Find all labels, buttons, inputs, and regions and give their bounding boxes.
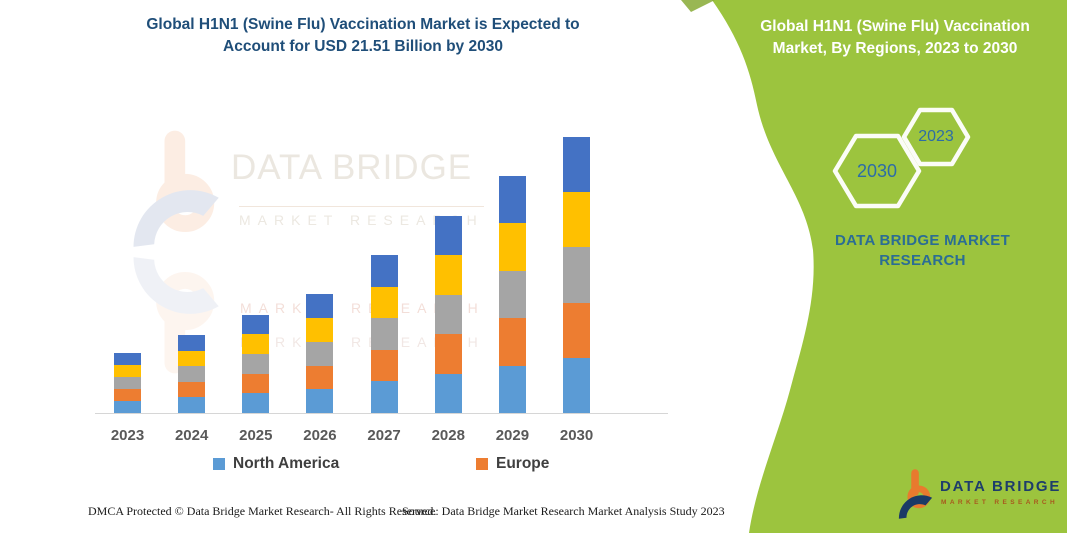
bar-segment-north-america: [306, 389, 334, 413]
bar-segment-north-america: [242, 393, 270, 413]
bar-segment-europe: [434, 334, 462, 374]
side-panel-title: Global H1N1 (Swine Flu) Vaccination Mark…: [760, 18, 1030, 57]
green-corner-sliver: [681, 0, 715, 12]
bar-segment: [370, 255, 398, 287]
legend-label: Europe: [496, 455, 550, 472]
x-axis-label-2029: 2029: [495, 427, 530, 444]
x-axis-labels: 2023 2024 2025 2026 2027 2028 2029 2030: [95, 427, 668, 449]
bar-segment: [306, 294, 334, 318]
bar-chart: [95, 130, 668, 414]
bar-segment-europe: [242, 373, 270, 394]
page-title: Global H1N1 (Swine Flu) Vaccination Mark…: [80, 14, 646, 58]
green-region: [712, 0, 1067, 533]
bar-2025: [242, 314, 270, 413]
bar-segment-europe: [114, 389, 141, 402]
bar-2028: [434, 215, 462, 413]
bar-segment: [434, 294, 462, 335]
bar-2030: [563, 136, 591, 413]
x-axis-label-2027: 2027: [367, 427, 401, 444]
x-axis-label-2026: 2026: [303, 427, 337, 444]
side-panel-brand-line1: DATA BRIDGE MARKET: [834, 232, 1011, 249]
bar-segment-europe: [563, 302, 591, 358]
watermark-logo-icon: [133, 130, 219, 247]
bar-segment: [370, 286, 398, 319]
watermark-reflection-text-1: MARKET RESEARCH: [240, 300, 485, 316]
source-footer-text: Source: Data Bridge Market Research Mark…: [402, 504, 725, 518]
page-title-line1: Global H1N1 (Swine Flu) Vaccination Mark…: [146, 16, 580, 33]
bar-segment: [178, 335, 206, 351]
bar-segment: [434, 255, 462, 295]
bar-2027: [370, 255, 398, 413]
watermark-reflection-text-2: MARKET RESEARCH: [240, 334, 485, 350]
bar-segment: [178, 366, 206, 382]
logo-name-text: DATA BRIDGE: [940, 478, 1062, 495]
page-title-line2: Account for USD 21.51 Billion by 2030: [223, 38, 503, 55]
bar-segment: [114, 377, 141, 390]
hexagon-small-icon: [901, 107, 971, 167]
dmca-footer-text: DMCA Protected © Data Bridge Market Rese…: [88, 504, 437, 518]
side-panel-brand-line2: RESEARCH: [879, 252, 966, 269]
chart-legend: North America Europe: [0, 455, 1067, 477]
bar-segment: [242, 314, 270, 335]
legend-swatch-icon: [476, 458, 488, 470]
bar-segment: [563, 192, 591, 248]
legend-item-europe: Europe: [476, 455, 549, 473]
hexagon-large-year: 2030: [856, 161, 898, 181]
bar-segment: [114, 365, 141, 378]
x-axis-line: [95, 413, 668, 414]
bar-segment-north-america: [434, 373, 462, 413]
bar-segment: [498, 176, 526, 224]
data-bridge-logo-icon: [898, 469, 933, 519]
bar-segment: [178, 350, 206, 367]
bar-segment: [563, 136, 591, 193]
bar-segment: [242, 354, 270, 374]
bar-segment-north-america: [178, 397, 206, 413]
bar-segment-europe: [370, 349, 398, 382]
bar-segment-north-america: [498, 365, 526, 413]
bar-segment-europe: [306, 365, 334, 390]
watermark-subtitle: MARKET RESEARCH: [239, 206, 484, 228]
bar-segment-north-america: [114, 401, 141, 413]
x-axis-label-2024: 2024: [174, 427, 209, 444]
bar-segment: [306, 318, 334, 342]
hexagon-large-icon: [832, 133, 922, 209]
bar-2024: [178, 335, 206, 413]
bar-segment: [498, 223, 526, 271]
bar-segment-europe: [178, 381, 206, 398]
side-panel-brand: DATA BRIDGE MARKET RESEARCH: [790, 231, 1055, 271]
x-axis-label-2023: 2023: [110, 427, 145, 444]
bar-2029: [498, 176, 526, 413]
bar-segment: [434, 215, 462, 256]
legend-item-north-america: North America: [213, 455, 339, 473]
bar-segment-europe: [498, 318, 526, 366]
x-axis-label-2028: 2028: [431, 427, 465, 444]
legend-swatch-icon: [213, 458, 225, 470]
bar-2026: [306, 294, 334, 413]
bar-segment: [114, 353, 141, 366]
hexagon-small-year: 2023: [918, 128, 954, 145]
watermark-logo-reflection: [133, 257, 219, 374]
logo-sub-text: MARKET RESEARCH: [941, 499, 1059, 506]
bar-2023: [114, 353, 141, 413]
x-axis-label-2025: 2025: [239, 427, 273, 444]
bar-segment: [498, 270, 526, 319]
bar-segment: [242, 334, 270, 355]
bar-segment-north-america: [370, 381, 398, 413]
bar-segment-north-america: [563, 357, 591, 413]
watermark-title: DATA BRIDGE: [231, 148, 473, 187]
bar-segment: [563, 247, 591, 303]
x-axis-label-2030: 2030: [559, 427, 594, 444]
bar-segment: [370, 318, 398, 350]
bar-segment: [306, 341, 334, 366]
legend-label: North America: [233, 455, 340, 472]
